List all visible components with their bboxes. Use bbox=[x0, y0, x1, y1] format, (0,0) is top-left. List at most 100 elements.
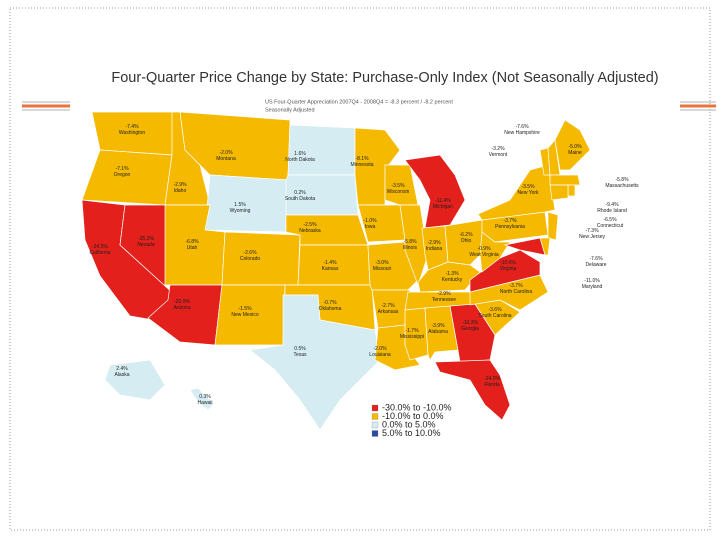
state-name: New Mexico bbox=[231, 312, 258, 318]
state-label: -1.7% Mississippi bbox=[400, 328, 424, 340]
state-label: -7.6% Delaware bbox=[585, 256, 606, 268]
state-label: -1.5% New Mexico bbox=[231, 306, 258, 318]
state-label: -10.3% Georgia bbox=[461, 320, 479, 332]
state-label: -3.5% Wisconsin bbox=[387, 183, 410, 195]
state-label: -3.7% North Carolina bbox=[500, 283, 532, 295]
state-label: -24.0% Florida bbox=[484, 376, 500, 388]
state-label: -1.3% Kentucky bbox=[442, 271, 463, 283]
state-value-label: -0.9% bbox=[477, 246, 491, 252]
state-name: Alabama bbox=[428, 329, 448, 335]
state-label: -3.6% South Carolina bbox=[478, 307, 511, 319]
legend-swatch bbox=[371, 421, 379, 429]
state-name: Alaska bbox=[114, 372, 129, 378]
state-shape bbox=[503, 237, 546, 256]
state-name: Arkansas bbox=[378, 309, 399, 315]
state-label: -9.4% Rhode Island bbox=[597, 202, 627, 214]
state-label: -5.8% Illinois bbox=[403, 239, 417, 251]
state-shape bbox=[547, 211, 559, 241]
legend-label: 5.0% to 10.0% bbox=[382, 428, 441, 438]
legend-label: 0.0% to 5.0% bbox=[382, 419, 436, 429]
state-name: Ohio bbox=[461, 238, 472, 244]
state-value-label: -2.5% bbox=[303, 222, 317, 228]
state-label: -0.9% West Virginia bbox=[469, 246, 498, 258]
state-name: Nebraska bbox=[299, 228, 321, 234]
state-shape bbox=[554, 119, 591, 171]
state-value-label: -0.7% bbox=[323, 300, 337, 306]
state-name: Mississippi bbox=[400, 334, 424, 340]
state-value-label: -3.2% bbox=[491, 146, 505, 152]
state-name: Illinois bbox=[403, 245, 417, 251]
state-value-label: -20.9% bbox=[174, 299, 190, 305]
state-name: North Carolina bbox=[500, 289, 532, 295]
state-value-label: -11.0% bbox=[584, 278, 600, 284]
state-label: -2.5% Nebraska bbox=[299, 222, 321, 234]
state-value-label: -2.6% bbox=[243, 250, 257, 256]
state-name: North Dakota bbox=[285, 157, 315, 163]
state-name: New Jersey bbox=[579, 234, 606, 240]
legend-swatch bbox=[371, 404, 379, 412]
state-value-label: -7.3% bbox=[585, 228, 599, 234]
left-accent bbox=[22, 101, 70, 111]
state-name: Nevada bbox=[137, 242, 154, 248]
state-shape bbox=[104, 359, 166, 401]
state-name: Arizona bbox=[174, 305, 191, 311]
state-name: West Virginia bbox=[469, 252, 498, 258]
state-label: -3.7% Pennsylvania bbox=[495, 218, 525, 230]
state-label: -20.9% Arizona bbox=[174, 299, 191, 311]
state-name: Massachusetts bbox=[605, 183, 639, 189]
state-value-label: -3.0% bbox=[375, 260, 389, 266]
state-value-label: -1.7% bbox=[405, 328, 419, 334]
state-name: Georgia bbox=[461, 326, 479, 332]
state-value-label: -8.1% bbox=[355, 156, 369, 162]
state-shape bbox=[434, 359, 511, 421]
state-label: -6.5% Connecticut bbox=[597, 217, 624, 229]
state-value-label: -2.0% bbox=[219, 150, 233, 156]
state-value-label: -2.9% bbox=[437, 291, 451, 297]
state-label: -5.0% Maine bbox=[568, 144, 582, 156]
state-name: Wisconsin bbox=[387, 189, 410, 195]
slide-border bbox=[9, 7, 711, 531]
state-shape bbox=[399, 204, 429, 287]
state-value-label: -3.9% bbox=[431, 323, 445, 329]
legend-swatch bbox=[371, 413, 379, 420]
state-value-label: -2.0% bbox=[373, 346, 387, 352]
state-name: Maine bbox=[568, 150, 582, 156]
state-value-label: -7.6% bbox=[589, 256, 603, 262]
state-label: -2.9% Tennessee bbox=[432, 291, 456, 303]
right-accent bbox=[680, 101, 716, 111]
state-value-label: -5.8% bbox=[615, 177, 629, 183]
state-name: Florida bbox=[484, 382, 500, 388]
state-name: Oregon bbox=[114, 172, 131, 178]
state-name: Indiana bbox=[426, 246, 443, 252]
map-subtitle: Seasonally Adjusted bbox=[265, 107, 315, 113]
map-subtitle: US Four-Quarter Appreciation 2007Q4 - 20… bbox=[265, 99, 453, 105]
state-value-label: -9.4% bbox=[605, 202, 619, 208]
state-name: New Hampshire bbox=[504, 130, 540, 136]
state-value-label: -1.3% bbox=[445, 271, 459, 277]
state-label: -2.0% Montana bbox=[216, 150, 236, 162]
state-label: -2.0% Louisiana bbox=[369, 346, 391, 358]
state-value-label: -3.7% bbox=[509, 283, 523, 289]
state-name: Montana bbox=[216, 156, 236, 162]
state-label: 1.5% Wyoming bbox=[230, 202, 251, 214]
state-value-label: -3.6% bbox=[488, 307, 502, 313]
state-shape bbox=[221, 231, 301, 286]
state-name: South Carolina bbox=[478, 313, 511, 319]
state-label: -2.9% Indiana bbox=[426, 240, 443, 252]
state-name: Kentucky bbox=[442, 277, 463, 283]
state-label: -24.5% California bbox=[89, 244, 110, 256]
state-value-label: -3.5% bbox=[391, 183, 405, 189]
state-name: Connecticut bbox=[597, 223, 624, 229]
state-label: -2.6% Colorado bbox=[240, 250, 261, 262]
state-name: Washington bbox=[119, 130, 145, 136]
state-name: Pennsylvania bbox=[495, 224, 525, 230]
state-value-label: 1.6% bbox=[294, 151, 306, 157]
state-value-label: 2.4% bbox=[116, 366, 128, 372]
state-name: Louisiana bbox=[369, 352, 391, 358]
state-shape bbox=[567, 184, 576, 197]
state-value-label: 1.5% bbox=[234, 202, 246, 208]
state-value-label: -5.0% bbox=[568, 144, 582, 150]
state-shape bbox=[204, 174, 289, 233]
state-label: -3.0% Missouri bbox=[373, 260, 392, 272]
state-name: Virginia bbox=[500, 266, 517, 272]
